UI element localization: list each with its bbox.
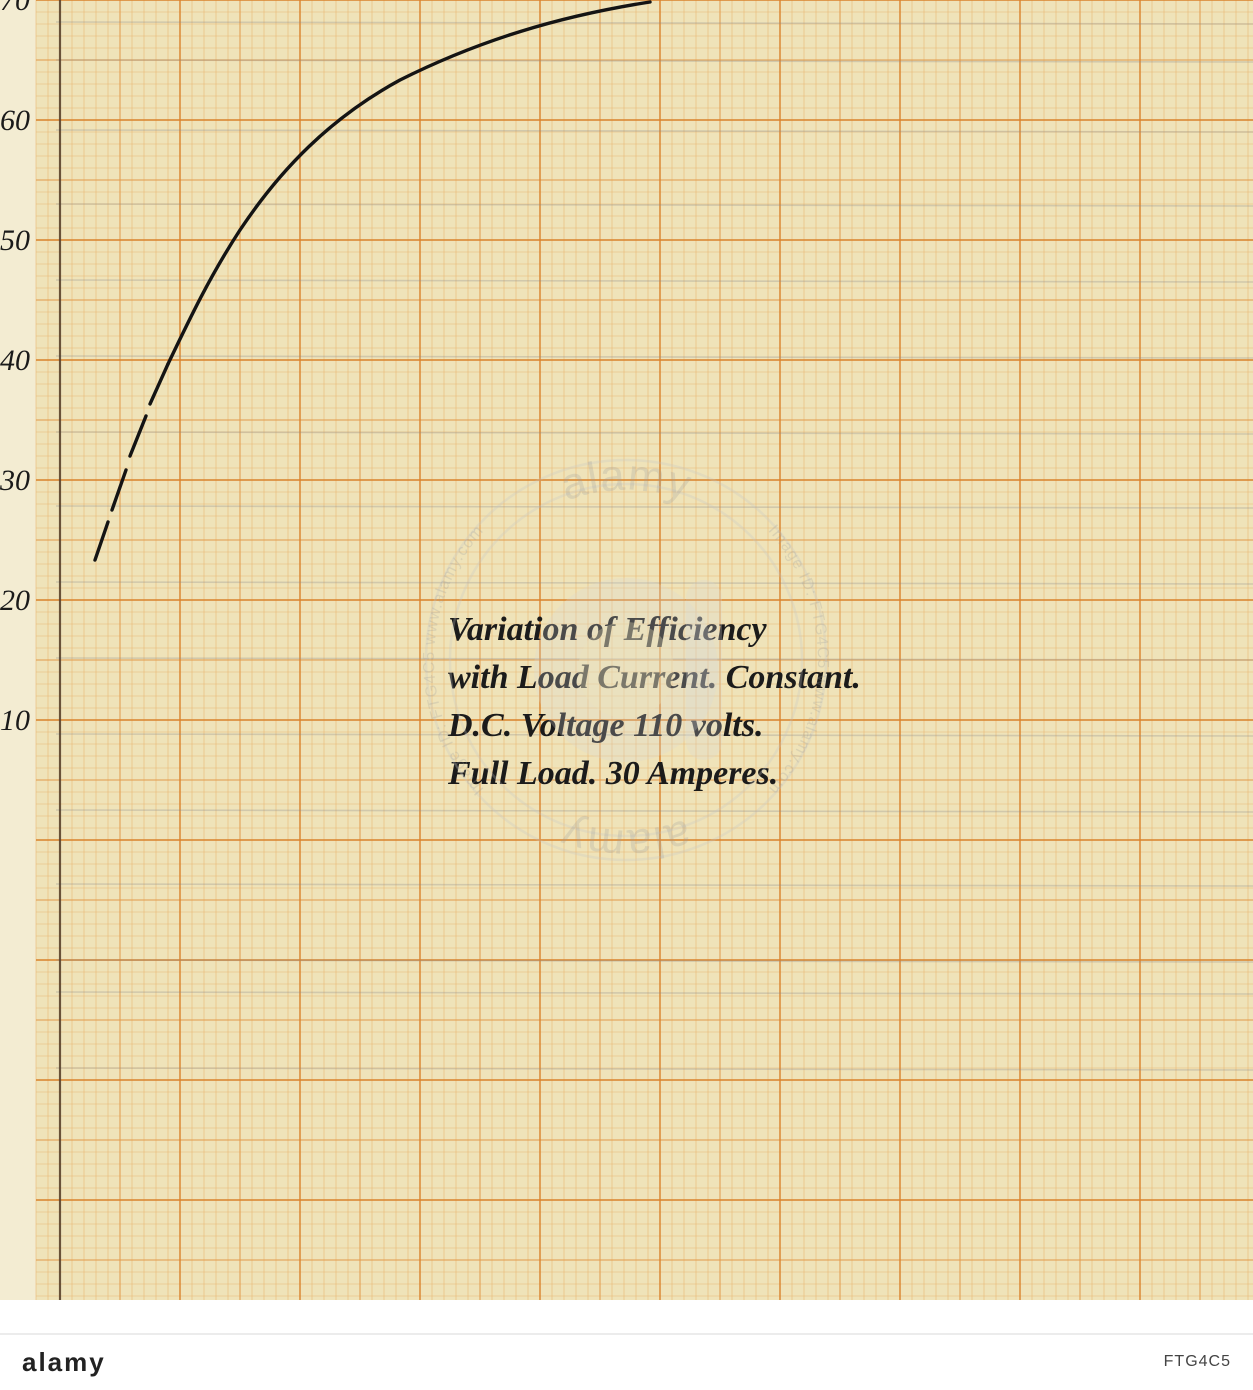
y-tick-label: 70 bbox=[0, 0, 30, 17]
chart-root: 10203040506070Variation of Efficiencywit… bbox=[0, 0, 1253, 1390]
footer-bar: alamy FTG4C5 bbox=[0, 1334, 1253, 1390]
y-tick-label: 10 bbox=[0, 704, 30, 737]
footer-brand: alamy bbox=[22, 1347, 106, 1378]
y-tick-label: 30 bbox=[0, 464, 30, 497]
graph-svg: 10203040506070Variation of Efficiencywit… bbox=[0, 0, 1253, 1390]
y-tick-label: 50 bbox=[0, 224, 30, 257]
footer-code: FTG4C5 bbox=[1164, 1353, 1231, 1371]
y-tick-label: 20 bbox=[0, 584, 30, 617]
y-tick-label: 60 bbox=[0, 104, 30, 137]
y-tick-label: 40 bbox=[0, 344, 30, 377]
